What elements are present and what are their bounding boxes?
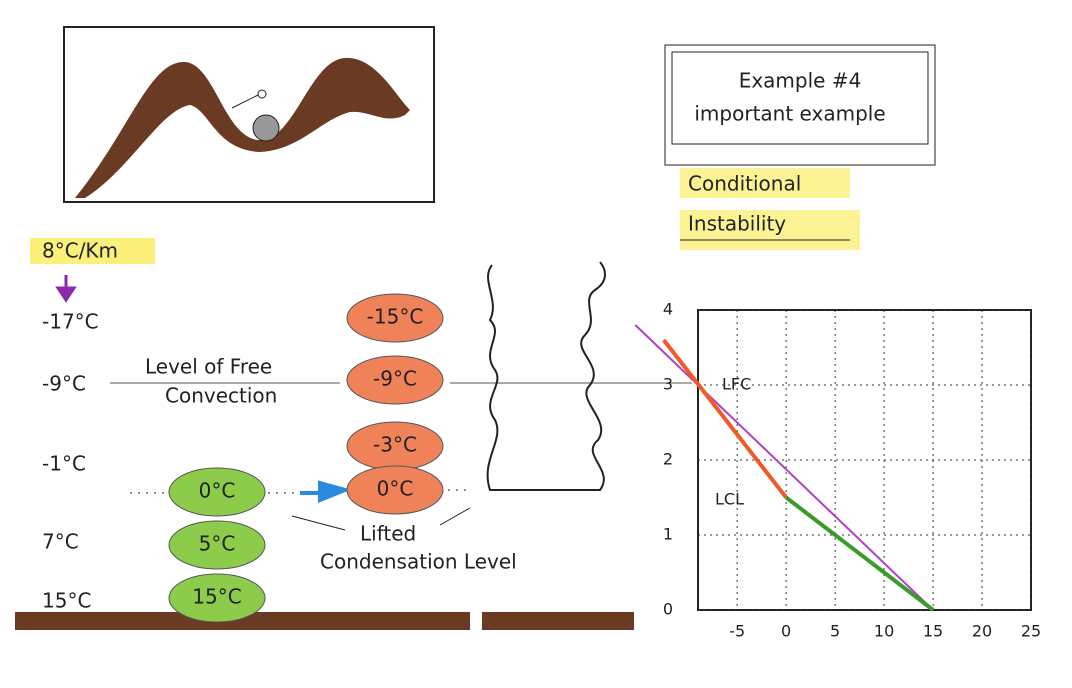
- x-tick-label: 15: [923, 622, 943, 641]
- x-tick-label: 10: [874, 622, 894, 641]
- graph-label: LFC: [722, 375, 751, 394]
- saturated-parcel: -9°C: [373, 367, 417, 391]
- lapse-rate: 8°C/Km: [42, 239, 118, 263]
- environment-temp: -9°C: [42, 372, 86, 396]
- x-tick-label: -5: [729, 622, 745, 641]
- profile-line: [634, 324, 934, 611]
- graph-label: LCL: [715, 490, 744, 509]
- parcel-cloud: [168, 573, 266, 623]
- heading-line: Conditional: [688, 172, 801, 196]
- parcel-cloud: [346, 293, 444, 343]
- lcl-label: Condensation Level: [320, 550, 517, 574]
- x-tick-label: 5: [830, 622, 840, 641]
- example-title: Example #4: [739, 69, 862, 93]
- parcel-cloud: [168, 467, 266, 517]
- parcel-cloud: [346, 465, 444, 515]
- dry-parcel: 5°C: [199, 532, 236, 556]
- dry-parcel: 0°C: [199, 479, 236, 503]
- dry-parcel: 15°C: [192, 585, 241, 609]
- y-tick-label: 4: [663, 300, 673, 319]
- lfc-label: Level of Free: [145, 355, 272, 379]
- y-tick-label: 0: [663, 600, 673, 619]
- lfc-label: Convection: [165, 384, 277, 408]
- environment-temp: 7°C: [42, 530, 79, 554]
- sketch: [63, 26, 435, 203]
- saturated-parcel: 0°C: [377, 477, 414, 501]
- lcl-label: Lifted: [360, 522, 416, 546]
- environment-temp: -17°C: [42, 310, 99, 334]
- y-tick-label: 2: [663, 450, 673, 469]
- x-tick-label: 25: [1021, 622, 1041, 641]
- environment-temp: -1°C: [42, 452, 86, 476]
- x-tick-label: 0: [781, 622, 791, 641]
- parcel-cloud: [168, 520, 266, 570]
- parcel-cloud: [346, 355, 444, 405]
- saturated-parcel: -3°C: [373, 433, 417, 457]
- heading-line: Instability: [688, 212, 786, 236]
- profile-line: [662, 338, 788, 499]
- example-box: Example #4 important example: [664, 44, 936, 166]
- example-subtitle: important example: [694, 102, 885, 126]
- x-tick-label: 20: [972, 622, 992, 641]
- y-tick-label: 1: [663, 525, 673, 544]
- saturated-parcel: -15°C: [367, 305, 424, 329]
- y-tick-label: 3: [663, 375, 673, 394]
- environment-temp: 15°C: [42, 589, 91, 613]
- profile-line: [784, 495, 935, 612]
